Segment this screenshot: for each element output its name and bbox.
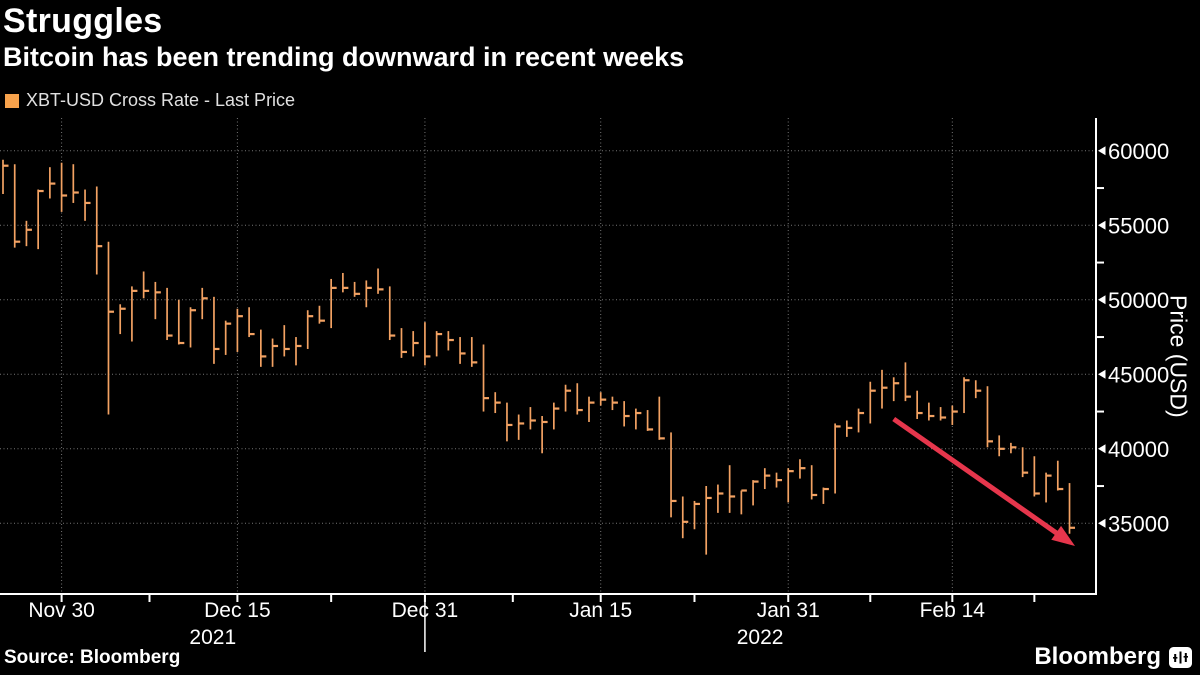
bloomberg-logo: Bloomberg — [1034, 643, 1192, 671]
legend: XBT-USD Cross Rate - Last Price — [5, 90, 295, 111]
y-major-tick-arrow — [1098, 295, 1106, 305]
y-major-tick-arrow — [1098, 220, 1106, 230]
y-tick-label: 50000 — [1108, 288, 1169, 313]
legend-swatch-icon — [5, 93, 19, 108]
x-tick-label: Feb 14 — [920, 599, 986, 622]
x-tick-label: Jan 15 — [569, 599, 632, 622]
y-axis-title: Price (USD) — [1165, 295, 1192, 418]
y-tick-label: 45000 — [1108, 362, 1169, 387]
x-tick-label: Nov 30 — [28, 599, 95, 622]
bloomberg-logo-text: Bloomberg — [1034, 643, 1161, 670]
legend-label: XBT-USD Cross Rate - Last Price — [26, 90, 296, 110]
y-tick-label: 40000 — [1108, 437, 1169, 462]
x-tick-label: Dec 15 — [204, 599, 271, 622]
page-title: Struggles — [3, 2, 163, 40]
y-major-tick-arrow — [1098, 369, 1106, 379]
source-note: Source: Bloomberg — [4, 647, 181, 668]
y-major-tick-arrow — [1098, 518, 1106, 528]
y-tick-label: 60000 — [1108, 139, 1169, 164]
year-label: 2022 — [737, 626, 784, 649]
y-tick-label: 35000 — [1108, 511, 1169, 536]
year-label: 2021 — [189, 626, 236, 649]
trend-arrow-head — [1051, 525, 1076, 547]
x-tick-label: Jan 31 — [757, 599, 820, 622]
page-subtitle: Bitcoin has been trending downward in re… — [3, 42, 685, 72]
y-major-tick-arrow — [1098, 146, 1106, 156]
bloomberg-terminal-icon — [1169, 646, 1192, 668]
y-tick-label: 55000 — [1108, 213, 1169, 238]
y-major-tick-arrow — [1098, 444, 1106, 454]
trend-arrow-line — [892, 416, 1061, 537]
